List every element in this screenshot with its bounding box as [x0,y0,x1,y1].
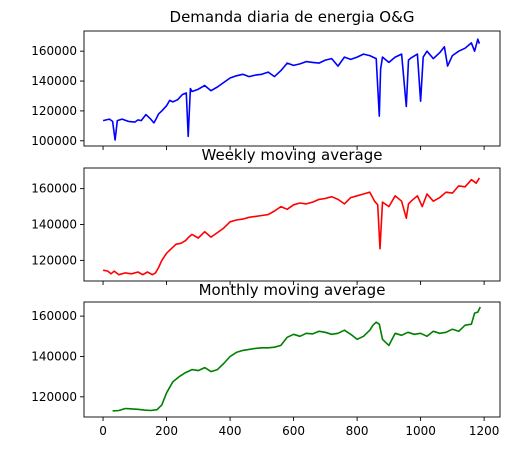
series-line [112,306,482,412]
y-tick-label: 120000 [31,390,77,404]
axes-frame [83,167,501,282]
x-tick-label: 1000 [405,424,436,438]
x-tick-label: 400 [219,424,242,438]
chart-title-weekly: Weekly moving average [202,146,383,164]
daily-demand-panel: Demanda diaria de energia O&G 100000 12000… [31,8,501,150]
x-tick-label: 800 [346,424,369,438]
x-tick-label: 200 [155,424,178,438]
y-tick-label: 160000 [31,309,77,323]
axes-frame [83,30,501,147]
chart-title-monthly: Monthly moving average [199,281,386,299]
y-tick-label: 160000 [31,44,77,58]
y-tick-label: 100000 [31,134,77,148]
weekly-average-panel: Weekly moving average 120000 140000 160000 [31,146,501,285]
x-tick-label: 1200 [469,424,500,438]
chart-title-daily: Demanda diaria de energia O&G [170,8,415,26]
y-tick-label: 140000 [31,74,77,88]
y-tick-label: 140000 [31,349,77,363]
y-tick-label: 140000 [31,218,77,232]
x-tick-label: 0 [99,424,107,438]
y-tick-label: 160000 [31,182,77,196]
series-line [102,38,481,141]
y-tick-label: 120000 [31,253,77,267]
monthly-average-panel: Monthly moving average 120000 140000 160000… [31,281,501,438]
series-line [102,177,481,276]
axes-frame [83,301,501,418]
x-tick-label: 600 [282,424,305,438]
y-tick-label: 120000 [31,104,77,118]
